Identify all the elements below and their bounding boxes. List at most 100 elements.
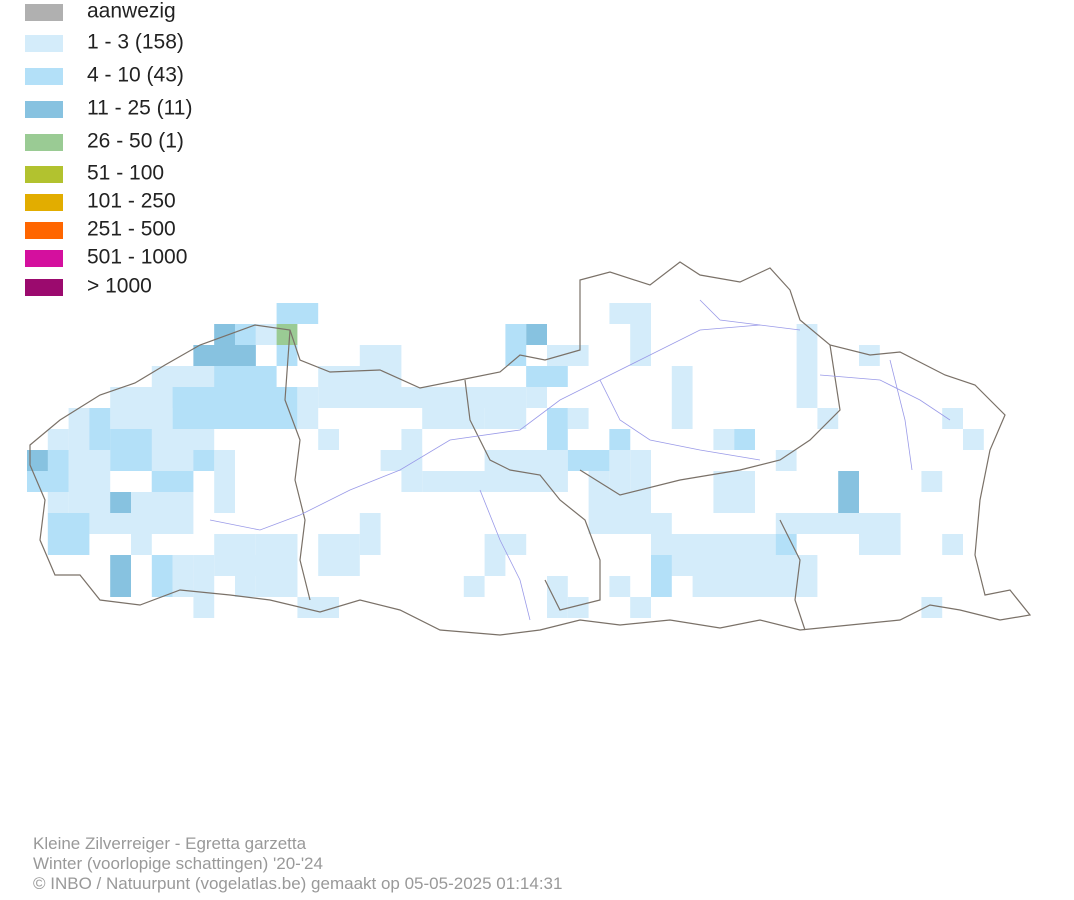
legend-label: 251 - 500 xyxy=(87,218,176,241)
river xyxy=(479,489,531,621)
grid-cell xyxy=(630,324,651,366)
grid-cell xyxy=(110,555,131,597)
grid-cell xyxy=(484,534,527,555)
grid-cell xyxy=(235,576,256,597)
grid-cell xyxy=(609,303,651,324)
grid-cell xyxy=(27,450,48,471)
grid-cell xyxy=(734,429,755,450)
grid-cell xyxy=(942,534,963,555)
grid-cell xyxy=(547,576,568,618)
grid-cell xyxy=(484,555,506,576)
grid-cell xyxy=(567,408,589,429)
legend-label: 501 - 1000 xyxy=(87,246,187,269)
grid-cell xyxy=(47,513,90,555)
legend-swatch xyxy=(25,222,63,239)
grid-cell xyxy=(172,450,194,471)
legend-label: 11 - 25 (11) xyxy=(87,97,192,120)
grid-cell xyxy=(235,555,277,576)
river xyxy=(819,374,951,421)
grid-cell xyxy=(859,513,901,555)
grid-cell xyxy=(921,471,943,492)
legend-swatch xyxy=(25,4,63,21)
legend-swatch xyxy=(25,279,63,296)
grid-cell xyxy=(193,576,215,618)
legend-swatch xyxy=(25,166,63,183)
river xyxy=(599,379,761,461)
legend-label: 1 - 3 (158) xyxy=(87,31,184,54)
grid-cell xyxy=(526,324,547,345)
grid-cell xyxy=(671,366,693,429)
footer-line: Kleine Zilverreiger - Egretta garzetta xyxy=(33,834,307,853)
grid-cell xyxy=(151,555,173,597)
grid-cell xyxy=(713,471,755,513)
legend-swatch xyxy=(25,250,63,267)
footer-line: © INBO / Natuurpunt (vogelatlas.be) gema… xyxy=(33,874,562,893)
river xyxy=(889,359,913,471)
grid-cell xyxy=(172,387,298,429)
grid-cell xyxy=(651,513,672,534)
grid-cell xyxy=(401,429,423,492)
grid-cell xyxy=(255,324,277,345)
river xyxy=(209,324,801,531)
grid-cell xyxy=(567,597,589,618)
river xyxy=(699,299,761,326)
grid-cell xyxy=(318,597,339,618)
province-border xyxy=(579,344,841,496)
grid-cell xyxy=(131,534,152,555)
grid-cell xyxy=(110,492,131,513)
province-border xyxy=(779,519,806,631)
grid-cell xyxy=(921,597,943,618)
grid-cell xyxy=(89,408,111,450)
province-border xyxy=(284,329,311,601)
grid-cell xyxy=(193,345,256,366)
grid-cell xyxy=(547,345,589,366)
grid-cell xyxy=(484,450,568,492)
legend-swatch xyxy=(25,194,63,211)
grid-cell xyxy=(463,576,485,597)
legend-swatch xyxy=(25,101,63,118)
grid-cell xyxy=(214,450,235,513)
legend-swatch xyxy=(25,134,63,151)
grid-cell xyxy=(838,471,859,513)
grid-cell xyxy=(817,408,839,429)
grid-cell xyxy=(942,408,963,429)
grid-cell xyxy=(775,450,797,471)
grid-cell xyxy=(963,429,984,450)
grid-cell xyxy=(276,534,298,597)
grid-cell xyxy=(588,492,651,534)
grid-cell xyxy=(692,555,818,597)
region-outline xyxy=(29,261,1032,636)
legend-label: 51 - 100 xyxy=(87,162,164,185)
grid-cell xyxy=(172,555,194,597)
grid-cell xyxy=(214,366,277,387)
grid-cell xyxy=(609,576,631,597)
legend-label: 101 - 250 xyxy=(87,190,176,213)
footer: Kleine Zilverreiger - Egretta garzettaWi… xyxy=(33,834,562,893)
grid-cell xyxy=(318,429,339,450)
grid-cell xyxy=(505,324,527,366)
grid-cell xyxy=(713,429,735,450)
grid-cell xyxy=(193,555,215,576)
province-border xyxy=(464,379,601,611)
grid-cell xyxy=(339,534,360,576)
legend-swatch xyxy=(25,35,63,52)
grid-cell xyxy=(318,534,339,576)
legend: aanwezig 1 - 3 (158) 4 - 10 (43) 11 - 25 (1… xyxy=(25,0,192,298)
grid-cell xyxy=(359,345,402,366)
grid-cell xyxy=(276,303,319,324)
legend-label: aanwezig xyxy=(87,0,176,23)
grid-cells xyxy=(27,303,984,618)
legend-label: 4 - 10 (43) xyxy=(87,64,184,87)
grid-cell xyxy=(651,555,672,597)
grid-cell xyxy=(276,345,298,366)
grid-cell xyxy=(609,429,631,450)
grid-cell xyxy=(484,387,527,429)
grid-cell xyxy=(526,366,568,387)
rivers xyxy=(209,299,951,621)
grid-cell xyxy=(110,429,152,471)
borders xyxy=(29,261,1032,636)
grid-cell xyxy=(775,513,859,534)
grid-cell xyxy=(214,324,235,345)
grid-cell xyxy=(151,471,194,492)
